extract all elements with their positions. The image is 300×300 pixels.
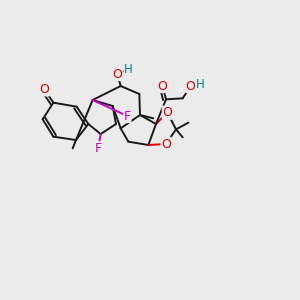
Text: O: O: [112, 68, 122, 80]
Text: O: O: [161, 137, 171, 151]
Text: H: H: [196, 77, 205, 91]
Text: O: O: [162, 106, 172, 119]
Text: O: O: [158, 80, 168, 92]
Text: H: H: [124, 63, 133, 76]
Text: F: F: [124, 110, 131, 122]
Text: O: O: [186, 80, 196, 92]
Text: F: F: [95, 142, 102, 155]
Text: O: O: [39, 83, 49, 96]
